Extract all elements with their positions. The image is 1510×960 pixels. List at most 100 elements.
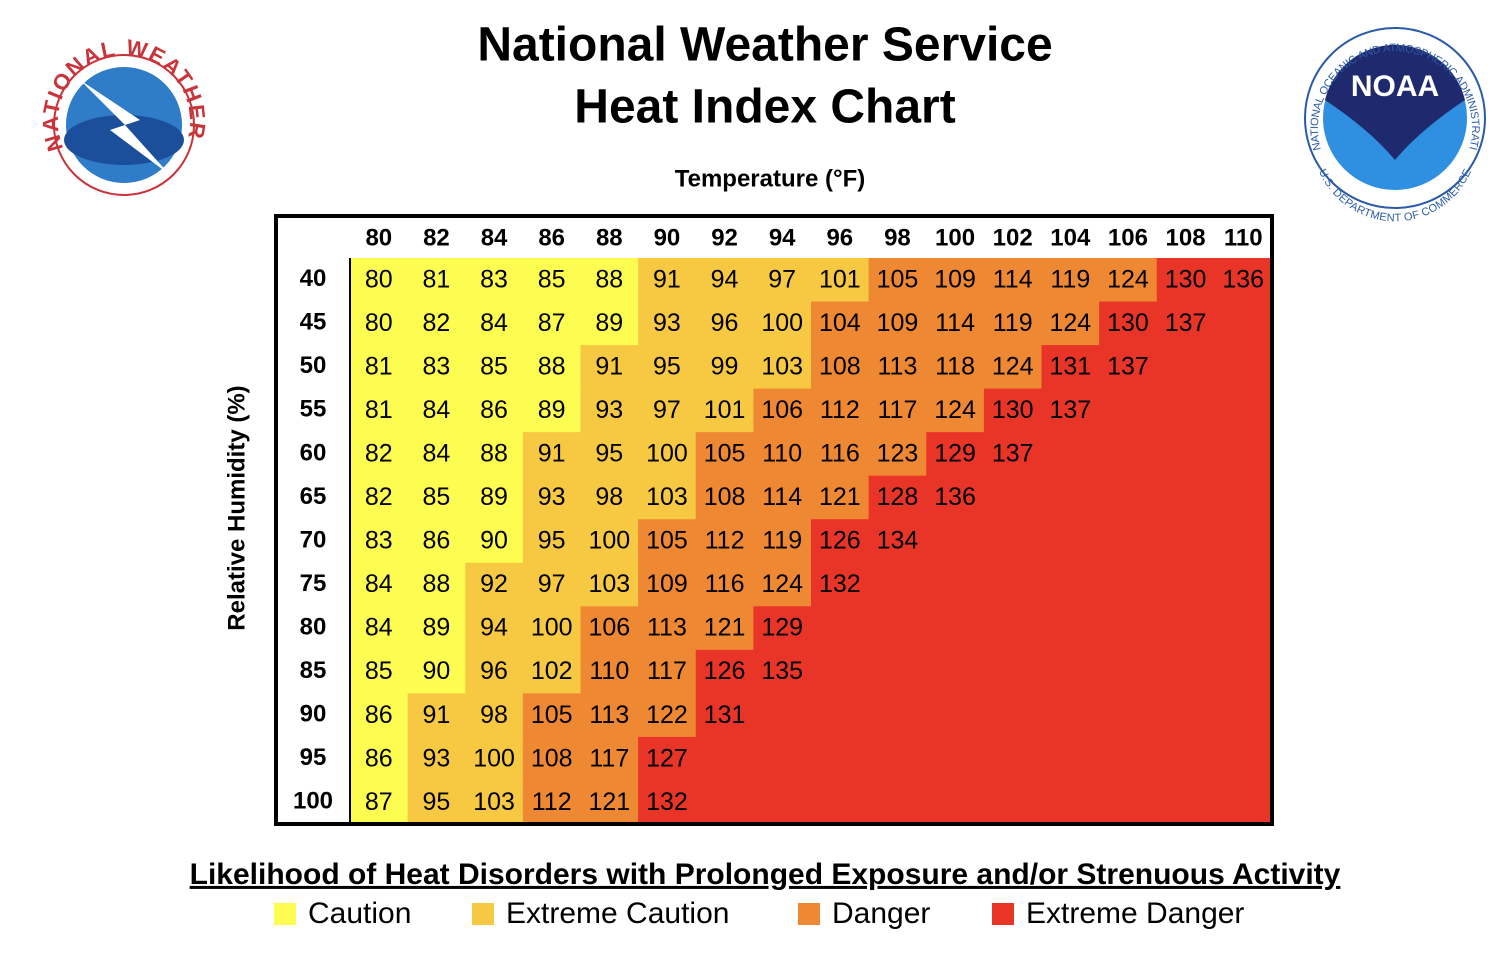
- heat-cell: [868, 432, 927, 477]
- heat-cell: [695, 432, 754, 477]
- heat-cell: [580, 562, 639, 607]
- heat-cell: [1214, 258, 1273, 303]
- humidity-label: 40: [300, 265, 327, 292]
- heat-value: 92: [480, 570, 508, 598]
- heat-value: 91: [595, 352, 623, 380]
- heat-value: 137: [1049, 396, 1091, 424]
- heat-value: 89: [423, 614, 451, 642]
- heat-cell: [522, 562, 582, 607]
- heat-cell: [407, 519, 466, 564]
- heat-cell: [983, 301, 1043, 346]
- heat-value: 124: [761, 570, 803, 598]
- humidity-label: 85: [300, 657, 327, 684]
- temperature-label: 106: [1108, 224, 1148, 251]
- heat-cell: [753, 519, 812, 564]
- heat-value: 84: [423, 440, 451, 468]
- heat-value: 137: [992, 440, 1034, 468]
- heat-value: 105: [646, 527, 688, 555]
- heat-cell: [638, 649, 697, 694]
- heat-value: 95: [538, 527, 566, 555]
- heat-cell: [580, 345, 639, 390]
- heat-cell: [638, 388, 697, 433]
- heat-value: 127: [646, 744, 688, 772]
- heat-value: 99: [711, 352, 739, 380]
- heat-value: 109: [646, 570, 688, 598]
- heat-value: 134: [877, 527, 919, 555]
- heat-cell: [350, 736, 409, 782]
- legend-label: Extreme Caution: [506, 897, 729, 930]
- heat-value: 85: [365, 657, 393, 685]
- heat-cell: [983, 388, 1043, 433]
- heat-value: 100: [761, 309, 803, 337]
- heat-value: 93: [653, 309, 681, 337]
- table-border: [274, 214, 1274, 826]
- heat-cell: [753, 388, 812, 433]
- heat-cell: [522, 345, 582, 390]
- heat-value: 90: [480, 527, 508, 555]
- heat-value: 137: [1107, 352, 1149, 380]
- heat-cell: [638, 475, 697, 520]
- heat-cell: [926, 432, 985, 477]
- heat-cell: [465, 345, 524, 390]
- heat-value: 82: [423, 309, 451, 337]
- column-header: Temperature (°F): [675, 165, 866, 192]
- heat-value: 86: [365, 701, 393, 729]
- heat-value: 100: [531, 614, 573, 642]
- heat-value: 108: [531, 744, 573, 772]
- heat-cell: [811, 388, 870, 433]
- heat-cell: [638, 519, 697, 564]
- heat-value: 119: [1050, 265, 1090, 293]
- heat-cell: [407, 432, 466, 477]
- noaa-name: NOAA: [1351, 70, 1439, 103]
- heat-cell: [811, 432, 870, 477]
- legend-label: Extreme Danger: [1026, 897, 1244, 930]
- heat-cell: [1156, 258, 1215, 303]
- heat-value: 128: [877, 483, 919, 511]
- heat-cell: [580, 736, 639, 782]
- heat-cell: [638, 780, 697, 825]
- heat-cell: [753, 301, 812, 346]
- heat-value: 97: [768, 265, 796, 293]
- heat-cell: [407, 649, 466, 694]
- heat-value: 93: [595, 396, 623, 424]
- heat-value: 94: [711, 265, 739, 293]
- temperature-label: 98: [884, 224, 911, 251]
- heat-value: 102: [531, 657, 573, 685]
- heat-value: 93: [538, 483, 566, 511]
- heat-cell: [522, 780, 582, 825]
- heat-cell: [695, 562, 754, 607]
- heat-value: 129: [934, 440, 976, 468]
- heat-cell: [753, 475, 812, 520]
- heat-value: 101: [819, 265, 861, 293]
- legend-swatch: [274, 903, 296, 925]
- heat-cell: [638, 301, 697, 346]
- heat-cell: [811, 301, 870, 346]
- heat-value: 110: [589, 657, 629, 685]
- heat-cell: [350, 258, 409, 303]
- heat-cell: [580, 301, 639, 346]
- heat-cell: [638, 606, 697, 651]
- heat-value: 130: [1165, 265, 1207, 293]
- temperature-label: 80: [365, 224, 392, 251]
- heat-value: 85: [480, 352, 508, 380]
- heat-value: 94: [480, 614, 508, 642]
- heat-value: 88: [480, 440, 508, 468]
- heat-value: 103: [646, 483, 688, 511]
- heat-value: 112: [705, 527, 745, 555]
- heat-cell: [465, 736, 524, 782]
- heat-cell: [580, 432, 639, 477]
- heat-cell: [522, 736, 582, 782]
- heat-value: 114: [762, 483, 802, 511]
- heat-value: 84: [365, 570, 393, 598]
- heat-cell: [350, 606, 409, 651]
- heat-value: 91: [538, 440, 566, 468]
- heat-value: 84: [423, 396, 451, 424]
- humidity-label: 50: [300, 352, 327, 379]
- heat-cell: [350, 345, 409, 390]
- heat-cell: [407, 301, 466, 346]
- heat-value: 90: [423, 657, 451, 685]
- heat-value: 82: [365, 440, 393, 468]
- heat-value: 96: [480, 657, 508, 685]
- row-header: Relative Humidity (%): [223, 385, 250, 630]
- heat-value: 97: [538, 570, 566, 598]
